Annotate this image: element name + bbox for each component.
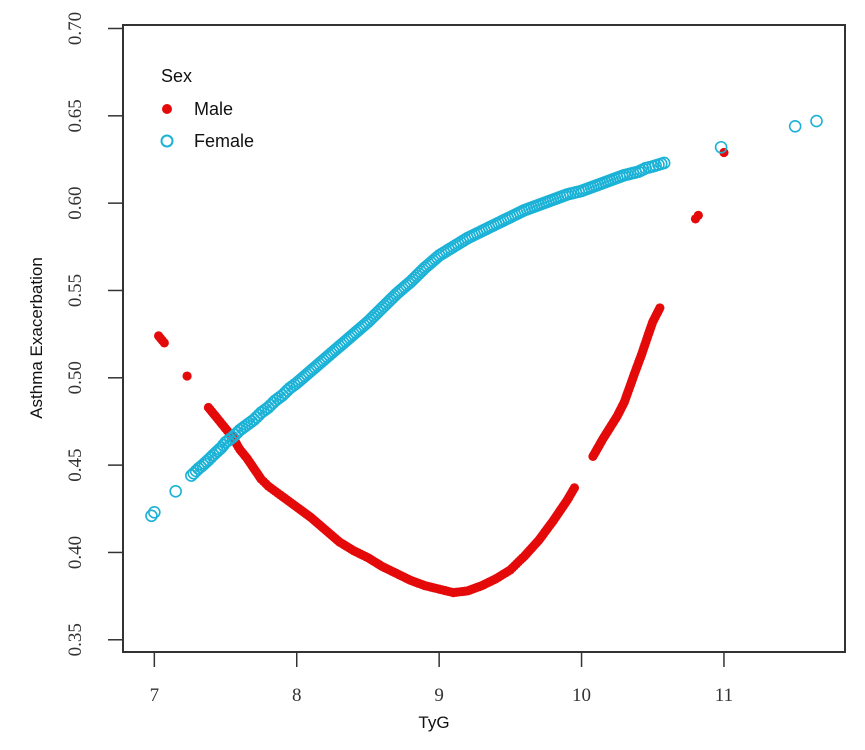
y-tick-label: 0.50 <box>65 361 86 394</box>
y-axis-title: Asthma Exacerbation <box>27 257 46 419</box>
legend-female-marker <box>160 134 174 148</box>
plot-frame <box>122 24 846 653</box>
y-tick-label: 0.35 <box>65 623 86 656</box>
x-axis: 7 8 9 10 11 <box>150 652 733 706</box>
legend-male-label: Male <box>194 99 233 119</box>
data-point <box>810 114 823 128</box>
data-points <box>145 114 823 598</box>
x-tick-label: 11 <box>715 685 733 706</box>
data-point-fill <box>213 443 226 456</box>
x-tick-label: 8 <box>292 685 302 706</box>
x-tick-label: 9 <box>434 685 444 706</box>
data-point <box>655 303 665 313</box>
y-tick-label: 0.65 <box>65 99 86 132</box>
y-tick-label: 0.60 <box>65 187 86 220</box>
x-axis-title: TyG <box>418 713 449 732</box>
data-point <box>182 371 192 381</box>
legend-title: Sex <box>161 66 192 86</box>
y-tick-label: 0.45 <box>65 448 86 481</box>
legend-male-marker <box>162 104 172 114</box>
y-tick-label: 0.55 <box>65 274 86 307</box>
data-point <box>788 119 802 133</box>
series-male <box>154 147 729 598</box>
data-point-fill <box>200 455 213 468</box>
data-point <box>569 483 580 493</box>
x-tick-label: 10 <box>572 685 591 706</box>
data-point <box>145 509 158 523</box>
data-point <box>159 338 169 348</box>
data-point <box>169 485 182 498</box>
data-point <box>714 140 728 154</box>
y-tick-label: 0.40 <box>65 536 86 569</box>
x-tick-label: 7 <box>150 685 160 706</box>
legend-female-label: Female <box>194 131 254 151</box>
y-axis: 0.35 0.40 0.45 0.50 0.55 0.60 0.65 0.70 <box>65 12 123 656</box>
data-point <box>693 210 703 220</box>
data-point <box>148 505 161 519</box>
y-tick-label: 0.70 <box>65 12 86 45</box>
series-female <box>145 114 823 523</box>
legend: Sex Male Female <box>160 66 254 151</box>
data-point <box>657 156 671 170</box>
